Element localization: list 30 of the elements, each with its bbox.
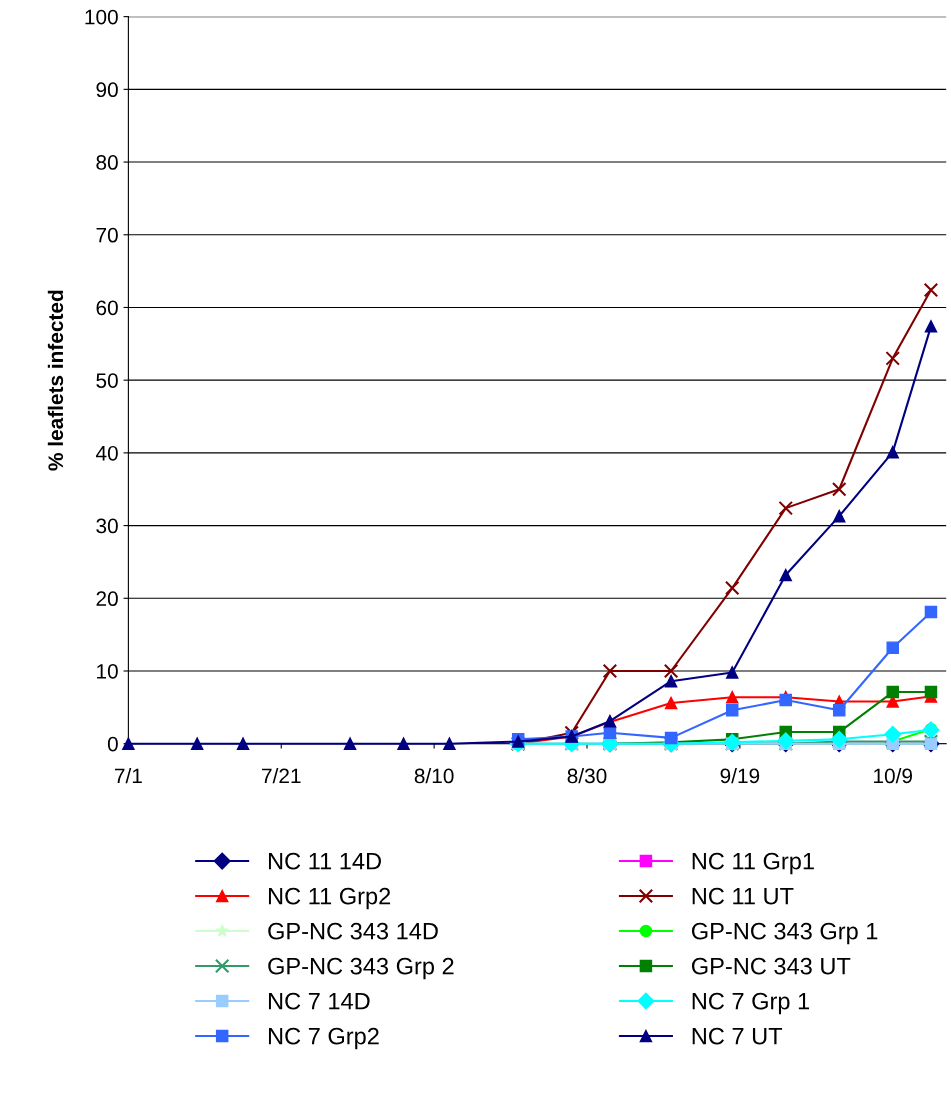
legend-label: GP-NC 343 Grp 1 bbox=[691, 922, 878, 945]
legend-label: NC 11 14D bbox=[268, 852, 381, 870]
x-tick-label: 8/30 bbox=[567, 768, 607, 784]
legend-label: NC 7 Grp 1 bbox=[692, 992, 810, 1015]
y-tick-label: 0 bbox=[107, 736, 118, 752]
legend-label: NC 11 Grp2 bbox=[268, 887, 391, 910]
legend-label: NC 11 Grp1 bbox=[692, 852, 814, 875]
y-tick-label: 20 bbox=[96, 591, 118, 607]
legend-label: GP-NC 343 14D bbox=[268, 922, 438, 940]
y-tick-label: 40 bbox=[95, 445, 118, 461]
legend-label: NC 7 Grp2 bbox=[268, 1027, 379, 1050]
y-axis-title: % leaflets infected bbox=[47, 290, 64, 471]
y-tick-label: 50 bbox=[96, 373, 118, 388]
y-tick-label: 90 bbox=[96, 82, 118, 98]
x-tick-label: 8/10 bbox=[414, 768, 454, 784]
y-tick-label: 100 bbox=[85, 9, 118, 25]
legend-label: NC 7 14D bbox=[268, 992, 370, 1010]
y-tick-label: 30 bbox=[96, 518, 118, 534]
legend-label: GP-NC 343 Grp 2 bbox=[268, 957, 454, 980]
x-tick-label: 10/9 bbox=[874, 768, 913, 784]
legend-label: NC 7 UT bbox=[692, 1027, 783, 1045]
y-tick-label: 60 bbox=[96, 300, 118, 316]
legend-label: NC 11 UT bbox=[692, 887, 794, 905]
y-tick-label: 80 bbox=[96, 155, 118, 170]
x-tick-label: 7/21 bbox=[262, 768, 301, 784]
legend-label: GP-NC 343 UT bbox=[691, 957, 851, 975]
x-tick-label: 7/1 bbox=[114, 768, 142, 784]
y-tick-label: 70 bbox=[96, 227, 118, 243]
x-tick-label: 9/19 bbox=[720, 768, 760, 784]
y-tick-label: 10 bbox=[97, 664, 118, 679]
